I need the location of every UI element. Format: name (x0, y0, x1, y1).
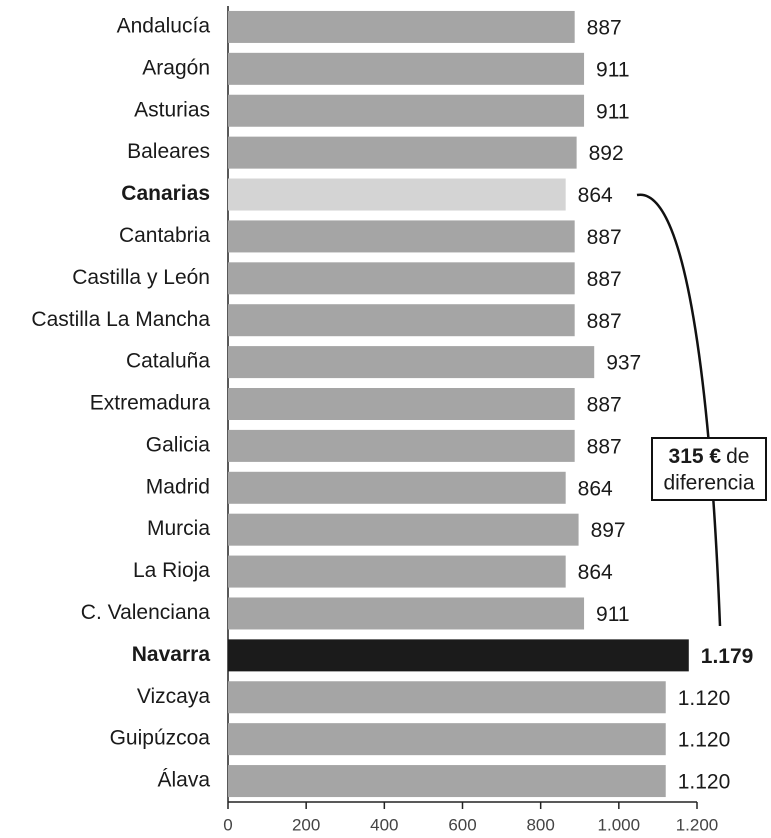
category-label: Vizcaya (137, 685, 210, 708)
bar (228, 681, 666, 714)
bar (228, 388, 575, 420)
value-label: 887 (587, 268, 622, 291)
value-label: 887 (587, 435, 622, 458)
category-label: Madrid (146, 475, 210, 498)
value-label: 887 (587, 16, 622, 39)
category-label: Álava (157, 769, 210, 792)
value-label: 897 (591, 519, 626, 542)
bar (228, 10, 575, 43)
bar (228, 555, 566, 588)
bar (228, 429, 575, 462)
bar (228, 765, 666, 798)
bar (228, 471, 566, 504)
x-tick-label: 600 (448, 815, 476, 834)
value-label: 1.120 (678, 687, 731, 710)
category-label: Andalucía (117, 14, 211, 37)
annotation-text: 315 € de (669, 445, 750, 468)
value-label: 911 (596, 603, 629, 626)
value-label: 911 (596, 100, 629, 123)
category-label: Cataluña (126, 350, 210, 373)
bar (228, 346, 595, 379)
bar (228, 52, 585, 85)
value-label: 864 (578, 561, 613, 584)
bar (228, 639, 689, 672)
value-label: 892 (589, 142, 624, 165)
value-label: 1.120 (678, 771, 731, 794)
category-label: La Rioja (133, 559, 210, 582)
bar (228, 262, 575, 295)
x-tick-label: 200 (292, 815, 320, 834)
category-label: C. Valenciana (81, 601, 211, 624)
value-label: 911 (596, 58, 629, 81)
category-label: Canarias (121, 182, 210, 205)
value-label: 887 (587, 394, 622, 417)
annotation-line1: de (726, 445, 749, 468)
x-tick-label: 1.000 (598, 815, 641, 834)
bar (228, 513, 579, 546)
category-label: Asturias (134, 98, 210, 121)
category-label: Galicia (146, 433, 211, 456)
bar (228, 178, 566, 211)
category-label: Castilla La Mancha (31, 308, 210, 331)
x-tick-label: 0 (223, 815, 232, 834)
value-label: 1.120 (678, 729, 731, 752)
value-label: 887 (587, 310, 622, 333)
annotation-box (651, 437, 767, 501)
category-label: Cantabria (119, 224, 210, 247)
x-tick-label: 400 (370, 815, 398, 834)
x-tick-label: 1.200 (676, 815, 719, 834)
bar (228, 304, 575, 337)
bar (228, 94, 585, 127)
category-label: Navarra (132, 643, 211, 666)
bar (228, 723, 666, 756)
value-label: 864 (578, 184, 613, 207)
value-label: 887 (587, 226, 622, 249)
value-label: 864 (578, 477, 613, 500)
value-label: 937 (606, 352, 641, 375)
annotation-connector (636, 193, 722, 627)
bar (228, 220, 575, 253)
x-tick-label: 800 (526, 815, 554, 834)
annotation-highlight: 315 € (669, 445, 722, 468)
category-label: Aragón (142, 56, 210, 79)
annotation-line2: diferencia (663, 472, 754, 495)
category-label: Murcia (147, 517, 210, 540)
value-label: 1.179 (701, 645, 754, 668)
bar (228, 136, 577, 169)
bar (228, 597, 585, 630)
category-label: Extremadura (90, 392, 211, 415)
category-label: Castilla y León (72, 266, 210, 289)
category-label: Guipúzcoa (110, 727, 211, 750)
category-label: Baleares (127, 140, 210, 163)
